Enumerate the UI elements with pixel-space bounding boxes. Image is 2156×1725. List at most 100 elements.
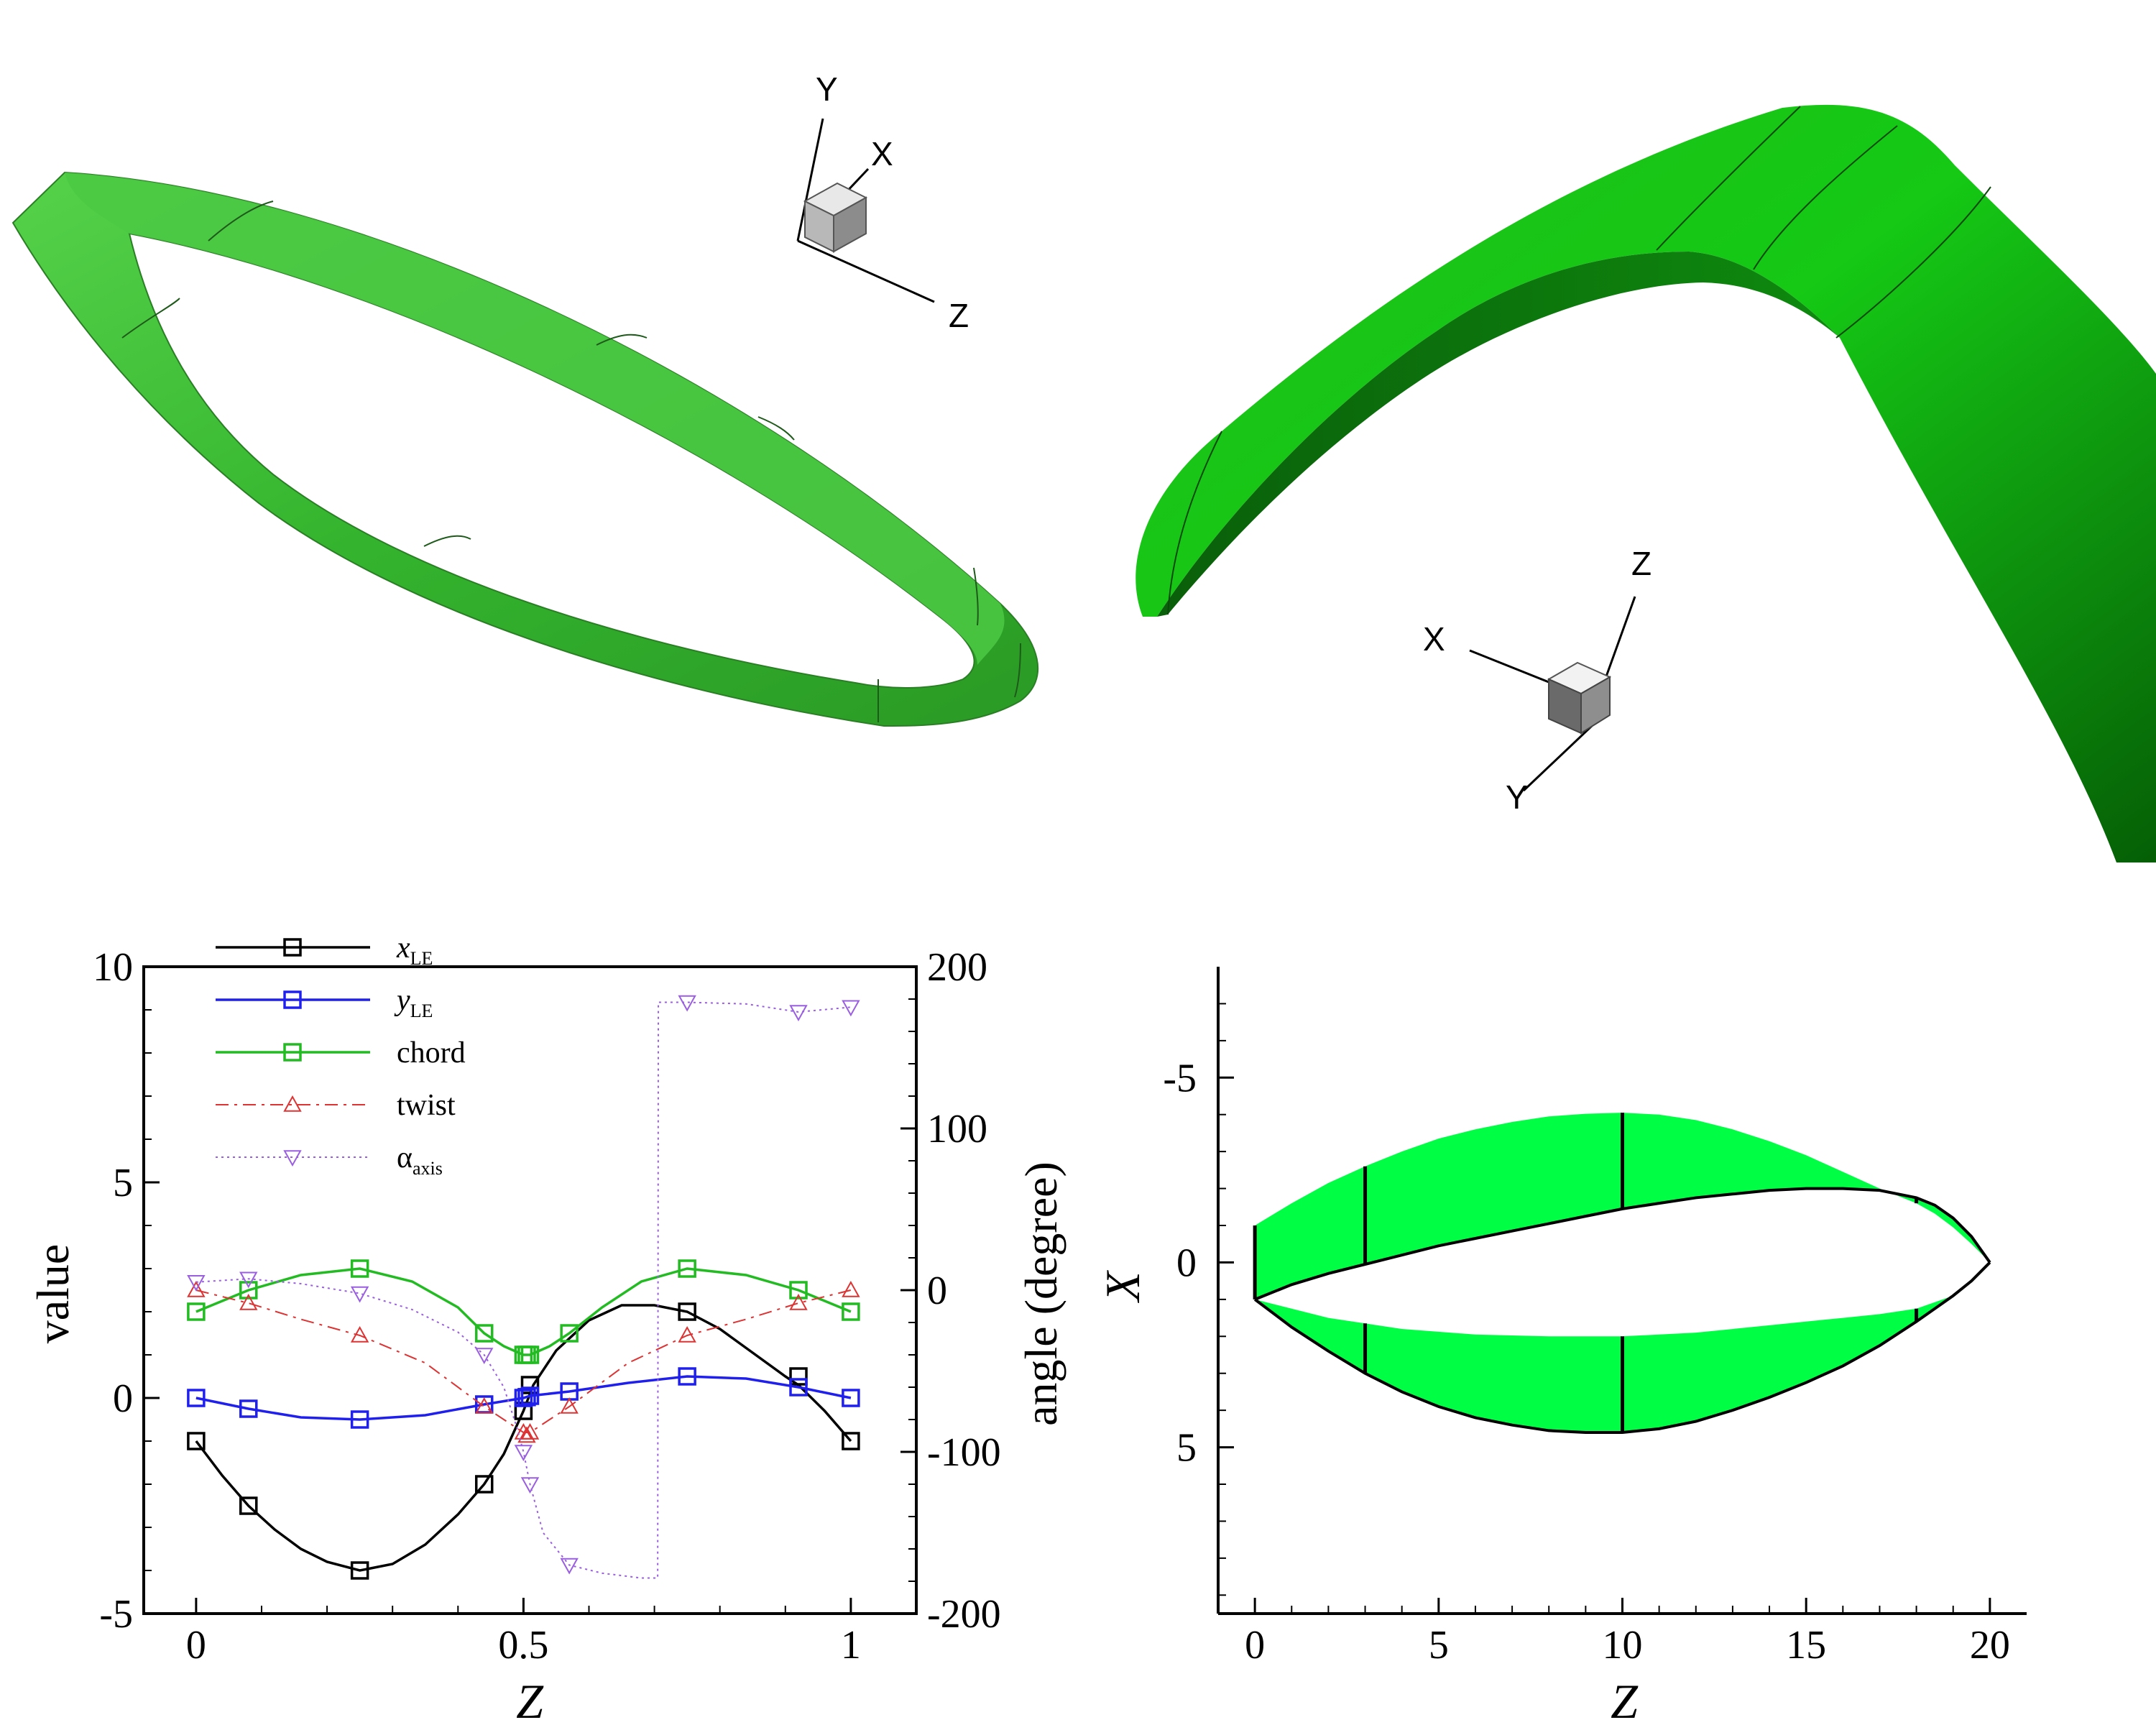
legend-marker bbox=[283, 938, 302, 957]
chart1-ytick-label: 10 bbox=[93, 945, 133, 990]
chart1-data-marker bbox=[842, 1389, 860, 1407]
chart1-data-marker bbox=[520, 1422, 540, 1440]
chart1-data-marker bbox=[239, 1271, 258, 1289]
chart1-data-marker bbox=[842, 1000, 860, 1017]
chart2-xlabel: Z bbox=[1611, 1674, 1639, 1725]
legend-marker bbox=[283, 1150, 302, 1167]
chart1-data-marker bbox=[678, 1325, 696, 1343]
left-axis-triad: Y X Z bbox=[796, 70, 969, 334]
chart1-data-marker bbox=[187, 1432, 206, 1450]
left-triad-z-label: Z bbox=[949, 297, 969, 334]
chart1-data-marker bbox=[789, 1378, 808, 1397]
ring-surface-inner bbox=[65, 172, 1005, 665]
chart1-data-marker bbox=[560, 1324, 579, 1343]
chart1-data-marker bbox=[789, 1281, 808, 1300]
right-triad-x-label: X bbox=[1423, 620, 1445, 658]
chart1-data-marker bbox=[842, 1302, 860, 1321]
legend-marker bbox=[283, 1095, 302, 1112]
chart1-xtick-label: 0 bbox=[186, 1623, 206, 1668]
chart1-ytick-label: -5 bbox=[99, 1592, 133, 1637]
chart2-ytick-label: 5 bbox=[1176, 1426, 1197, 1471]
chart2-xtick-label: 15 bbox=[1786, 1623, 1826, 1668]
chart1-data-marker bbox=[187, 1302, 206, 1321]
chart1-data-marker bbox=[789, 1367, 808, 1386]
chart1-series-2 bbox=[187, 1259, 860, 1364]
chart1-data-marker bbox=[560, 1558, 579, 1575]
chart1-xlabel: Z bbox=[516, 1674, 544, 1725]
chart1-data-marker bbox=[350, 1325, 369, 1343]
chart1-series-4 bbox=[187, 995, 860, 1579]
chart1-data-marker bbox=[678, 1259, 696, 1278]
chart1-series-line bbox=[195, 1304, 852, 1572]
chart1-ylabel: value bbox=[27, 1244, 78, 1344]
chart1-data-marker bbox=[187, 1280, 206, 1297]
chart1-data-marker bbox=[187, 1274, 206, 1292]
chart2-xtick-label: 10 bbox=[1603, 1623, 1643, 1668]
chart1-data-marker bbox=[350, 1410, 369, 1429]
chart2-xtick-label: 5 bbox=[1429, 1623, 1449, 1668]
planform-chart: 0 5 10 15 20 -5 0 5 X Z bbox=[1095, 967, 2027, 1725]
chart1-y2tick-label: -200 bbox=[927, 1592, 1001, 1637]
blade-surface bbox=[1135, 104, 2156, 863]
chart1-y2tick-label: 100 bbox=[927, 1107, 987, 1151]
chart1-series-line bbox=[195, 1375, 852, 1421]
blade-3d-view bbox=[1135, 104, 2156, 863]
chart1-series-line bbox=[195, 1001, 851, 1579]
chart1-ytick-label: 0 bbox=[113, 1376, 133, 1421]
chart1-data-marker bbox=[789, 1005, 808, 1022]
chart1-data-marker bbox=[350, 1259, 369, 1278]
chart1-y2tick-label: 0 bbox=[927, 1269, 947, 1313]
ring-3d-view bbox=[11, 171, 1039, 727]
legend-marker bbox=[283, 990, 302, 1009]
legend-label: yLE bbox=[394, 984, 433, 1021]
chart1-data-marker bbox=[520, 1376, 540, 1394]
right-triad-z-label: Z bbox=[1631, 545, 1651, 582]
chart1-series-0 bbox=[187, 1302, 860, 1580]
chart1-data-marker bbox=[239, 1399, 258, 1418]
legend-label: twist bbox=[397, 1089, 456, 1122]
right-axis-triad: Z X Y bbox=[1423, 545, 1651, 816]
chart1-data-marker bbox=[520, 1386, 540, 1405]
chart1-data-marker bbox=[514, 1445, 533, 1462]
chart1-data-marker bbox=[187, 1389, 206, 1407]
chart1-data-marker bbox=[678, 1367, 696, 1386]
legend-marker bbox=[283, 1043, 302, 1062]
chart2-ytick-label: 0 bbox=[1176, 1241, 1197, 1285]
chart1-data-marker bbox=[474, 1475, 494, 1494]
chart2-xtick-label: 0 bbox=[1245, 1623, 1265, 1668]
chart1-data-marker bbox=[517, 1426, 536, 1443]
chart1-data-marker bbox=[239, 1293, 258, 1310]
chart1-data-marker bbox=[842, 1432, 860, 1450]
right-triad-y-label: Y bbox=[1506, 778, 1528, 816]
planform-upper-inner-edge bbox=[1254, 1187, 1991, 1301]
chart1-series-line bbox=[195, 1267, 852, 1356]
chart1-xtick-label: 1 bbox=[841, 1623, 861, 1668]
spanwise-parameters-chart: 0 0.5 1 -5 0 5 10 -200 -100 0 100 200 value angle (… bbox=[27, 932, 1067, 1725]
chart1-data-marker bbox=[350, 1286, 369, 1303]
chart1-data-marker bbox=[350, 1561, 369, 1580]
chart1-ytick-label: 5 bbox=[113, 1161, 133, 1205]
chart1-data-marker bbox=[678, 1302, 696, 1321]
legend-label: αaxis bbox=[397, 1141, 443, 1179]
chart1-y2tick-label: 200 bbox=[927, 945, 987, 990]
legend-label: chord bbox=[397, 1036, 466, 1070]
chart1-data-marker bbox=[789, 1293, 808, 1310]
chart1-data-marker bbox=[474, 1324, 494, 1343]
chart2-ytick-label: -5 bbox=[1163, 1056, 1197, 1100]
chart1-data-marker bbox=[475, 1348, 494, 1365]
chart2-ylabel: X bbox=[1095, 1270, 1150, 1304]
planform-lower-outer-edge bbox=[1253, 1261, 1991, 1434]
chart1-data-marker bbox=[239, 1496, 258, 1515]
legend-label: xLE bbox=[396, 932, 433, 969]
blade-underside bbox=[1157, 252, 1840, 617]
chart1-xtick-label: 0.5 bbox=[498, 1623, 548, 1668]
chart1-data-marker bbox=[517, 1388, 536, 1407]
chart1-series-line bbox=[195, 1289, 852, 1433]
chart1-data-marker bbox=[520, 1477, 540, 1494]
chart2-xtick-label: 20 bbox=[1970, 1623, 2010, 1668]
chart1-y2tick-label: -100 bbox=[927, 1430, 1001, 1475]
left-triad-y-label: Y bbox=[816, 70, 838, 108]
chart1-data-marker bbox=[520, 1346, 540, 1364]
chart1-data-marker bbox=[239, 1281, 258, 1300]
